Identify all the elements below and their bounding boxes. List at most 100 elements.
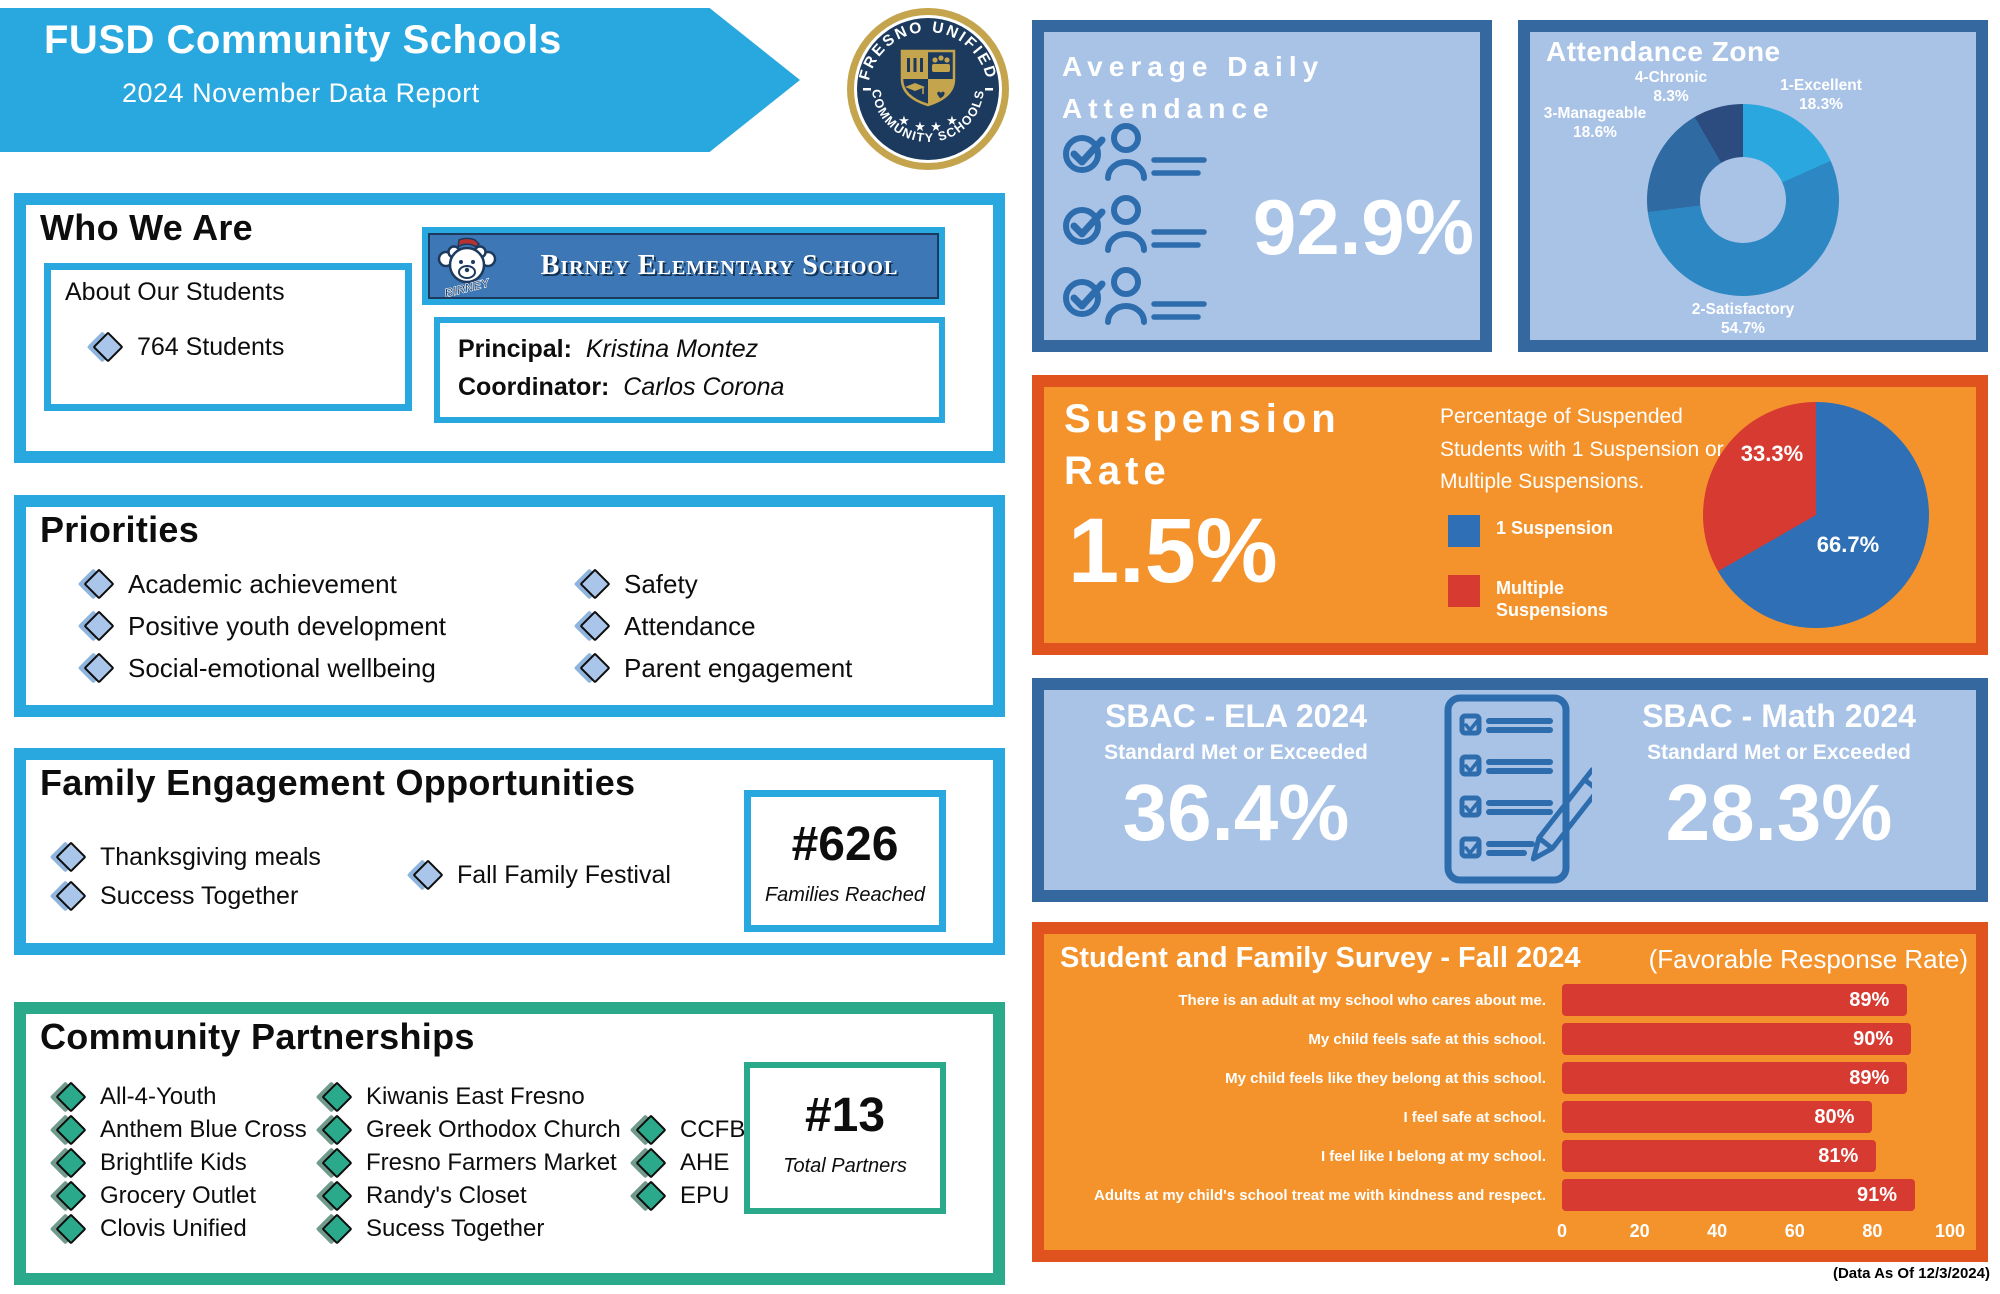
total-partners-stat-box: #13 Total Partners <box>744 1062 946 1214</box>
list-item-label: Sucess Together <box>366 1215 545 1242</box>
legend-item: Multiple Suspensions <box>1448 575 1626 621</box>
list-item: Parent engagement <box>578 652 852 684</box>
diamond-bullet-icon <box>83 568 115 600</box>
families-reached-value: #626 <box>791 818 899 871</box>
family-engagement-section: Family Engagement Opportunities Thanksgi… <box>14 748 1005 955</box>
survey-bar-track: 80% <box>1562 1101 1950 1133</box>
diamond-bullet-icon <box>83 652 115 684</box>
about-box-title: About Our Students <box>65 278 285 306</box>
survey-bar-value: 89% <box>1849 1066 1890 1089</box>
partners-list-column-2: Kiwanis East Fresno Greek Orthodox Church… <box>320 1081 621 1249</box>
list-item-label: AHE <box>680 1149 730 1176</box>
community-partnerships-section: Community Partnerships All-4-Youth Anthem… <box>14 1002 1005 1285</box>
survey-bar: 89% <box>1562 984 1908 1016</box>
families-reached-stat-box: #626 Families Reached <box>744 790 946 932</box>
list-item: 764 Students <box>91 331 285 363</box>
survey-bar: 81% <box>1562 1140 1877 1172</box>
survey-bar-track: 91% <box>1562 1179 1950 1211</box>
list-item: Brightlife Kids <box>54 1147 307 1179</box>
survey-row: Adults at my child's school treat me wit… <box>1044 1179 1976 1211</box>
survey-question-label: I feel safe at school. <box>1403 1108 1546 1126</box>
legend-swatch-blue <box>1448 515 1480 547</box>
fresno-unified-community-schools-logo: FRESNO UNIFIED COMMUNITY SCHOOLS ♥ ★ ★ ★ ★ <box>847 8 1009 170</box>
list-item-label: Grocery Outlet <box>100 1182 257 1209</box>
list-item-label: Attendance <box>624 610 756 641</box>
school-banner: BIRNEY Birney Elementary School <box>422 227 945 305</box>
survey-bar-track: 90% <box>1562 1023 1950 1055</box>
sbac-ela-title: SBAC - ELA 2024 <box>1105 698 1367 734</box>
axis-tick-label: 40 <box>1707 1221 1728 1241</box>
coordinator-line: Coordinator: Carlos Corona <box>458 373 784 402</box>
students-count: 764 Students <box>137 332 285 361</box>
section-title: Family Engagement Opportunities <box>40 762 636 803</box>
list-item-label: Fresno Farmers Market <box>366 1149 617 1176</box>
diamond-bullet-icon <box>635 1147 667 1179</box>
donut-segment-label: 2-Satisfactory 54.7% <box>1691 301 1795 337</box>
list-item: Thanksgiving meals <box>54 841 321 873</box>
family-engagement-list-column-1: Thanksgiving meals Success Together <box>54 841 321 920</box>
list-item: Sucess Together <box>320 1213 621 1245</box>
list-item: Social-emotional wellbeing <box>82 652 446 684</box>
list-item-label: Safety <box>624 568 698 599</box>
sbac-math-block: SBAC - Math 2024 Standard Met or Exceede… <box>1592 698 1966 853</box>
sbac-ela-subtitle: Standard Met or Exceeded <box>1104 741 1368 764</box>
svg-text:★: ★ <box>946 113 958 128</box>
total-partners-label: Total Partners <box>783 1155 907 1177</box>
about-our-students-box: About Our Students 764 Students <box>44 263 412 411</box>
survey-row: There is an adult at my school who cares… <box>1044 984 1976 1016</box>
section-title: Who We Are <box>40 207 254 248</box>
survey-bar-value: 90% <box>1853 1027 1894 1050</box>
survey-row: My child feels safe at this school. 90% <box>1044 1023 1976 1055</box>
diamond-bullet-icon <box>55 841 87 873</box>
svg-text:♥: ♥ <box>937 87 946 104</box>
chart-title: Attendance Zone <box>1546 36 1781 67</box>
list-item-label: All-4-Youth <box>100 1083 217 1110</box>
list-item: Attendance <box>578 610 852 642</box>
logo-stars-icon: ★ ★ ★ ★ <box>898 113 958 134</box>
attendance-zone-panel: Attendance Zone 1-Excellent 18.3% 2-Satis… <box>1518 20 1988 352</box>
diamond-bullet-icon <box>635 1114 667 1146</box>
axis-tick-label: 60 <box>1784 1221 1805 1241</box>
average-daily-attendance-panel: Average Daily Attendance 92.9% <box>1032 20 1492 352</box>
survey-bar-value: 81% <box>1818 1144 1859 1167</box>
survey-bar-track: 89% <box>1562 1062 1950 1094</box>
survey-bar: 80% <box>1562 1101 1873 1133</box>
sbac-ela-value: 36.4% <box>1122 768 1350 857</box>
partners-list-column-1: All-4-Youth Anthem Blue Cross Brightlife K… <box>54 1081 307 1249</box>
axis-tick-label: 100 <box>1934 1221 1966 1241</box>
list-item: Fresno Farmers Market <box>320 1147 621 1179</box>
list-item: Academic achievement <box>82 568 446 600</box>
family-engagement-list-column-2: Fall Family Festival <box>411 859 671 899</box>
diamond-bullet-icon <box>579 610 611 642</box>
axis-tick-label: 0 <box>1556 1221 1568 1241</box>
list-item-label: Clovis Unified <box>100 1215 247 1242</box>
survey-bar: 91% <box>1562 1179 1916 1211</box>
total-partners-value: #13 <box>804 1089 886 1142</box>
survey-bar: 89% <box>1562 1062 1908 1094</box>
donut-hole <box>1700 157 1786 243</box>
sbac-ela-block: SBAC - ELA 2024 Standard Met or Exceeded… <box>1050 698 1422 853</box>
school-name: Birney Elementary School <box>540 250 899 281</box>
survey-x-axis: 0 20 40 60 80 100 <box>1557 1221 1965 1245</box>
list-item-label: Anthem Blue Cross <box>100 1116 307 1143</box>
diamond-bullet-icon <box>321 1213 353 1245</box>
list-item-label: Success Together <box>100 881 299 910</box>
list-item: Safety <box>578 568 852 600</box>
section-title: Community Partnerships <box>40 1016 475 1057</box>
sbac-panel: SBAC - ELA 2024 Standard Met or Exceeded… <box>1032 678 1988 902</box>
suspension-rate-value: 1.5% <box>1068 500 1278 602</box>
coordinator-name: Carlos Corona <box>623 373 785 401</box>
header-banner-arrow <box>0 8 800 152</box>
attendance-checklist-people-icon <box>1060 123 1260 328</box>
list-item: Fall Family Festival <box>411 859 671 891</box>
survey-row: I feel like I belong at my school. 81% <box>1044 1140 1976 1172</box>
survey-row: I feel safe at school. 80% <box>1044 1101 1976 1133</box>
svg-text:★: ★ <box>914 119 926 134</box>
list-item: Grocery Outlet <box>54 1180 307 1212</box>
list-item: Randy's Closet <box>320 1180 621 1212</box>
axis-tick-label: 20 <box>1629 1221 1650 1241</box>
suspension-description: Percentage of Suspended Students with 1 … <box>1440 405 1724 494</box>
list-item-label: Brightlife Kids <box>100 1149 247 1176</box>
diamond-bullet-icon <box>55 1081 87 1113</box>
